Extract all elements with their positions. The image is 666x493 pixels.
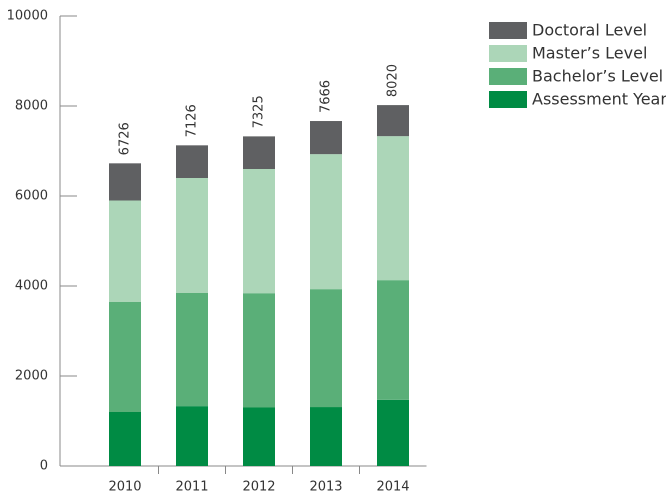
y-tick-label: 2000 xyxy=(15,369,48,384)
bar-segment xyxy=(176,292,208,407)
x-tick-label: 2012 xyxy=(242,480,275,493)
y-tick-label: 8000 xyxy=(15,99,48,114)
bar-segment xyxy=(310,407,342,466)
bar-segment xyxy=(377,280,409,400)
bar-segment xyxy=(377,399,409,466)
total-label: 8020 xyxy=(386,64,401,97)
x-tick-label: 2010 xyxy=(108,480,141,493)
bar-segment xyxy=(176,178,208,293)
bar-segment xyxy=(310,289,342,408)
legend-swatch xyxy=(489,68,527,85)
bar-segment xyxy=(109,301,141,412)
y-tick-label: 6000 xyxy=(15,189,48,204)
legend-swatch xyxy=(489,45,527,62)
legend-swatch xyxy=(489,22,527,39)
total-label: 7126 xyxy=(185,104,200,137)
bar-segment xyxy=(377,105,409,137)
bar-segment xyxy=(243,136,275,169)
legend-label: Bachelor’s Level xyxy=(532,67,663,86)
legend-label: Doctoral Level xyxy=(532,21,647,40)
x-tick-label: 2011 xyxy=(175,480,208,493)
total-label: 6726 xyxy=(118,122,133,155)
x-tick-label: 2013 xyxy=(309,480,342,493)
total-label: 7666 xyxy=(319,80,334,113)
bar-segment xyxy=(109,163,141,201)
bar-segment xyxy=(109,200,141,302)
bar-segment xyxy=(109,412,141,466)
bar-segment xyxy=(310,121,342,155)
legend-label: Assessment Year xyxy=(532,90,666,109)
y-tick-label: 0 xyxy=(40,459,48,474)
legend-label: Master’s Level xyxy=(532,44,647,63)
bar-segment xyxy=(243,407,275,466)
bar-segment xyxy=(310,154,342,290)
bar-segment xyxy=(377,136,409,281)
bar-segment xyxy=(243,169,275,294)
y-tick-label: 10000 xyxy=(7,9,48,24)
bar-segment xyxy=(176,406,208,466)
legend-swatch xyxy=(489,91,527,108)
x-tick-label: 2014 xyxy=(376,480,409,493)
bar-segment xyxy=(243,293,275,408)
bar-segment xyxy=(176,145,208,178)
total-label: 7325 xyxy=(252,95,267,128)
y-tick-label: 4000 xyxy=(15,279,48,294)
